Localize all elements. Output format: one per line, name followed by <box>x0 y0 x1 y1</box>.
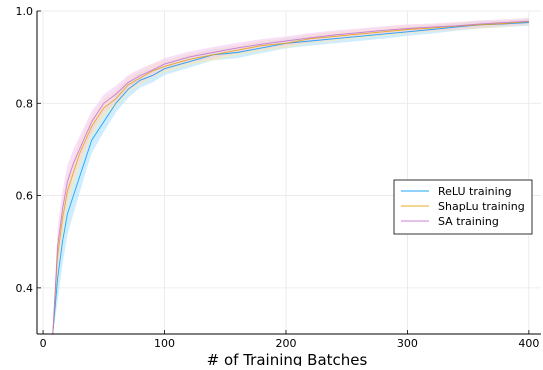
legend-box <box>393 179 533 235</box>
x-tick-label: 0 <box>40 337 47 350</box>
x-axis-label: # of Training Batches <box>207 351 368 366</box>
band-series-0 <box>52 19 529 335</box>
y-tick-label: 1.0 <box>16 5 34 18</box>
band-series-1 <box>52 18 529 335</box>
legend-label-2: SA training <box>438 215 499 228</box>
x-tick-label: 400 <box>518 337 539 350</box>
y-tick-label: 0.4 <box>16 282 34 295</box>
grid-lines <box>37 10 541 334</box>
line-series-0 <box>52 22 529 335</box>
y-tick-label: 0.6 <box>16 190 34 203</box>
band-series-2 <box>52 17 529 335</box>
x-tick-label: 200 <box>275 337 296 350</box>
x-tick-label: 300 <box>397 337 418 350</box>
series-lines <box>52 20 529 335</box>
tick-labels: 0 100 200 300 400 0.4 0.6 0.8 1.0 <box>16 5 540 350</box>
legend: ReLU training ShapLu training SA training <box>393 179 533 235</box>
line-series-1 <box>52 21 529 335</box>
line-series-2 <box>52 20 529 335</box>
confidence-bands <box>52 17 529 335</box>
axes <box>36 10 541 335</box>
legend-label-1: ShapLu training <box>438 200 525 213</box>
x-tick-label: 100 <box>154 337 175 350</box>
y-tick-label: 0.8 <box>16 97 34 110</box>
legend-label-0: ReLU training <box>438 185 512 198</box>
